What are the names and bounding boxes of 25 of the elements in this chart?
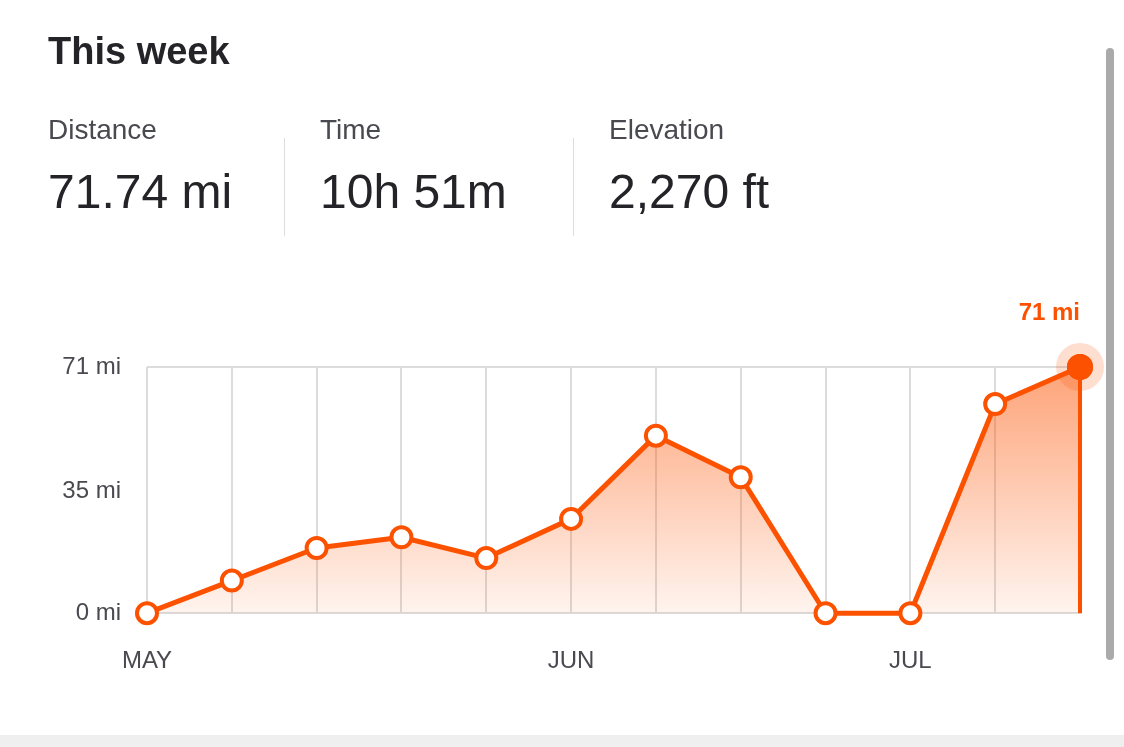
point [983, 392, 1008, 417]
y-tick-label: 0 mi [75, 597, 121, 625]
point [559, 506, 584, 531]
text: 71 mi [1018, 297, 1080, 325]
text: 2,270 ft [609, 164, 770, 219]
x-tick-label: JUL [889, 646, 932, 674]
y-tick-label: 35 mi [62, 476, 121, 504]
text: 10h 51m [320, 164, 507, 219]
point [643, 423, 668, 448]
x-tick-label: MAY [121, 646, 173, 674]
point [813, 601, 838, 626]
point [728, 465, 753, 490]
text: 71.74 mi [48, 164, 233, 219]
text: Distance [48, 114, 158, 146]
point [389, 525, 414, 550]
point [135, 601, 159, 626]
point [898, 601, 923, 626]
point [304, 536, 329, 561]
text: This week [48, 30, 231, 73]
point [219, 568, 244, 593]
x-tick-label: JUN [547, 646, 595, 674]
y-tick-label: 71 mi [62, 351, 121, 379]
text: Elevation [609, 114, 726, 146]
text: Time [320, 114, 383, 146]
point [474, 546, 499, 571]
